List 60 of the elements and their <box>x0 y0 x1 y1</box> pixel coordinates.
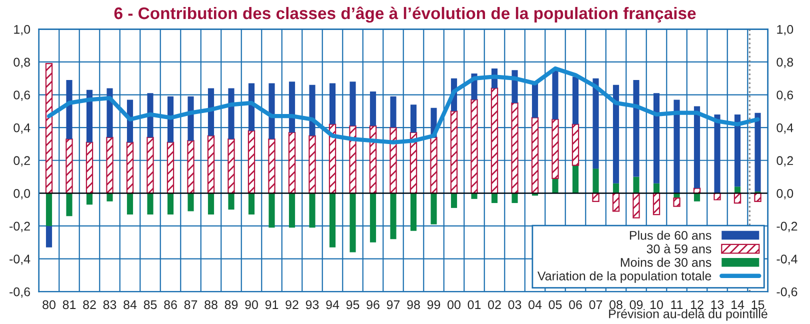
y2-tick-label: -0,2 <box>776 222 798 232</box>
x-tick-label: 08 <box>610 300 622 310</box>
y-tick-label: 0,8 <box>14 58 30 68</box>
legend-label: 30 à 59 ans <box>646 244 712 254</box>
y2-tick-label: 0,2 <box>776 156 793 167</box>
x-tick-label: 03 <box>508 300 522 310</box>
y2-tick-label: 0,6 <box>776 90 794 101</box>
x-tick-label: 96 <box>366 300 380 310</box>
x-tick-label: 09 <box>630 300 643 310</box>
y2-tick-label: 0,0 <box>776 188 794 200</box>
y2-tick-label: -0,4 <box>776 254 798 265</box>
x-tick-label: 80 <box>42 300 56 310</box>
x-tick-label: 84 <box>124 300 137 310</box>
y2-tick-label: -0,6 <box>776 287 798 298</box>
y2-tick-label: 0,8 <box>776 58 794 68</box>
text: Prévision au-delà du pointillé <box>609 308 768 321</box>
y2-tick-label: 1,0 <box>777 24 794 36</box>
x-tick-label: 11 <box>671 300 683 309</box>
x-tick-label: 98 <box>407 300 420 310</box>
y-tick-label: -0,2 <box>10 222 30 232</box>
x-tick-label: 15 <box>752 300 764 310</box>
x-tick-label: 92 <box>286 300 298 310</box>
x-tick-label: 87 <box>184 300 198 310</box>
y-tick-label: 0,2 <box>14 156 30 167</box>
x-tick-label: 89 <box>224 300 238 310</box>
y-tick-label: 0,4 <box>14 123 30 134</box>
x-tick-label: 01 <box>468 300 481 310</box>
x-tick-label: 83 <box>103 300 116 310</box>
y-tick-label: -0,6 <box>10 287 30 298</box>
x-tick-label: 02 <box>488 300 501 310</box>
x-tick-label: 90 <box>245 300 258 310</box>
legend-label: Variation de la population totale <box>537 271 712 283</box>
x-tick-label: 00 <box>448 300 460 310</box>
x-tick-label: 88 <box>204 300 218 310</box>
x-tick-label: 81 <box>62 300 76 310</box>
y-tick-label: -0,4 <box>10 254 30 265</box>
legend-label: Plus de 60 ans <box>630 230 712 240</box>
x-tick-label: 82 <box>83 300 96 310</box>
y2-tick-label: 0,4 <box>776 123 794 134</box>
x-tick-label: 04 <box>528 300 542 310</box>
chart-title: 6 - Contribution des classes d’âge à l’évolution de la population française <box>114 6 696 23</box>
x-tick-label: 94 <box>326 300 340 310</box>
x-tick-label: 99 <box>427 300 440 310</box>
y-tick-label: 0,0 <box>14 188 30 200</box>
x-tick-label: 06 <box>569 300 582 310</box>
x-tick-label: 93 <box>306 300 319 310</box>
x-tick-label: 07 <box>589 300 602 310</box>
x-tick-label: 14 <box>732 300 744 309</box>
x-tick-label: 05 <box>548 300 562 310</box>
x-tick-label: 13 <box>711 300 724 310</box>
legend-label: Moins de 30 ans <box>620 258 712 267</box>
x-tick-label: 86 <box>164 300 177 310</box>
y-tick-label: 0,6 <box>14 90 30 101</box>
y-tick-label: 1,0 <box>14 24 30 36</box>
x-tick-label: 10 <box>650 300 663 310</box>
x-tick-label: 97 <box>386 300 400 310</box>
x-tick-label: 95 <box>346 300 360 310</box>
x-tick-label: 85 <box>144 300 157 310</box>
x-tick-label: 12 <box>691 300 704 309</box>
x-tick-label: 91 <box>265 300 278 310</box>
